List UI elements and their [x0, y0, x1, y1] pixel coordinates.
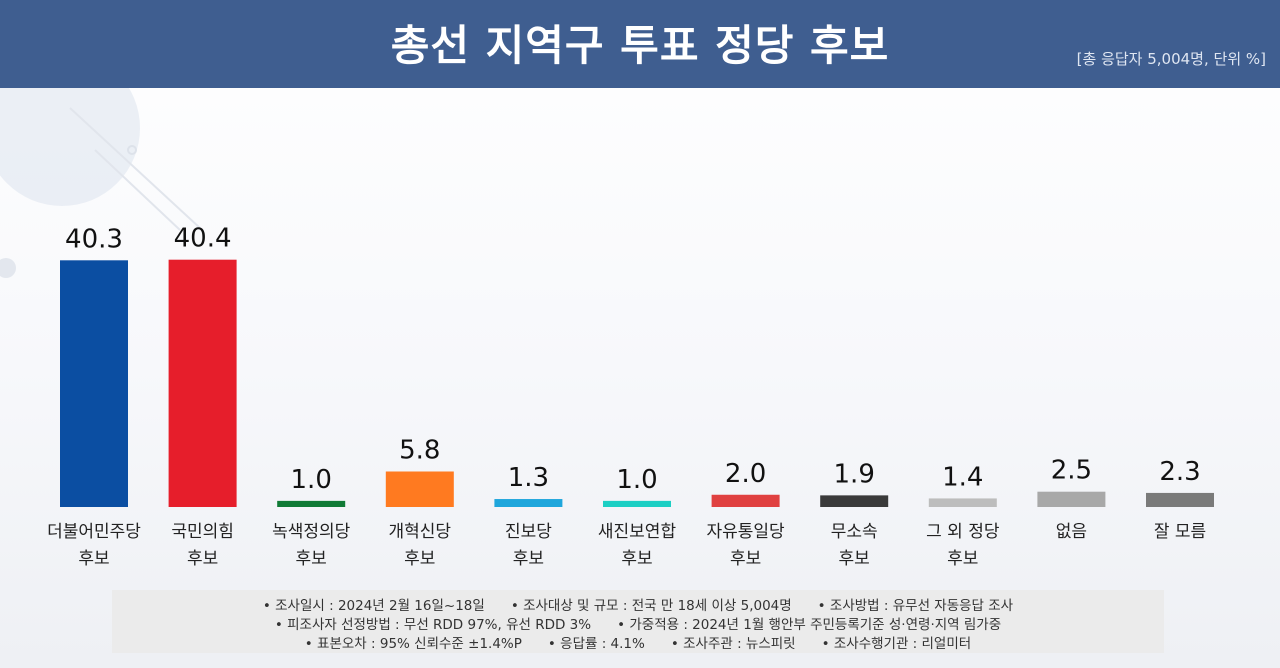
- bar: [820, 495, 889, 507]
- survey-info-box: • 조사일시 : 2024년 2월 16일~18일 • 조사대상 및 규모 : 전…: [112, 590, 1164, 653]
- bar: [385, 471, 454, 507]
- data-label: 1.0: [291, 465, 332, 495]
- category-label: 개혁신당: [389, 522, 452, 542]
- survey-info-item: • 피조사자 선정방법 : 무선 RDD 97%, 유선 RDD 3%: [274, 617, 592, 633]
- survey-info-item: • 응답률 : 4.1%: [547, 636, 645, 652]
- category-label: 무소속: [831, 522, 878, 542]
- chart-title: 총선 지역구 투표 정당 후보: [390, 21, 890, 70]
- category-label: 진보당: [505, 522, 552, 542]
- survey-info-line-1: • 조사일시 : 2024년 2월 16일~18일 • 조사대상 및 규모 : 전…: [112, 594, 1164, 614]
- data-label: 1.9: [834, 459, 875, 489]
- data-label: 1.3: [508, 463, 549, 493]
- category-label: 녹색정의당: [272, 522, 351, 542]
- category-label: 없음: [1056, 522, 1087, 542]
- survey-info-item: • 조사방법 : 유무선 자동응답 조사: [817, 598, 1014, 614]
- category-label: 후보: [621, 549, 652, 569]
- category-label: 후보: [730, 549, 761, 569]
- chart-subtitle: [총 응답자 5,004명, 단위 %]: [1076, 50, 1266, 68]
- bar: [494, 499, 563, 507]
- data-label: 2.5: [1051, 456, 1092, 486]
- survey-info-item: • 조사일시 : 2024년 2월 16일~18일: [262, 598, 485, 614]
- category-label: 잘 모름: [1154, 522, 1206, 542]
- data-label: 1.0: [616, 465, 657, 495]
- data-label: 5.8: [399, 435, 440, 465]
- data-label: 1.4: [942, 462, 983, 492]
- survey-info-item: • 표본오차 : 95% 신뢰수준 ±1.4%P: [304, 636, 522, 652]
- bar: [168, 259, 237, 507]
- category-label: 후보: [839, 549, 870, 569]
- survey-info-item: • 조사대상 및 규모 : 전국 만 18세 이상 5,004명: [510, 598, 792, 614]
- data-label: 40.3: [65, 224, 123, 254]
- category-label: 새진보연합: [598, 522, 677, 542]
- data-label: 2.0: [725, 459, 766, 489]
- bar: [277, 500, 346, 507]
- bar: [711, 494, 780, 507]
- survey-info-item: • 조사수행기관 : 리얼미터: [821, 636, 972, 652]
- category-label: 후보: [513, 549, 544, 569]
- survey-info-item: • 가중적용 : 2024년 1월 행안부 주민등록기준 성·연령·지역 림가중: [617, 617, 1002, 633]
- data-label: 2.3: [1159, 457, 1200, 487]
- survey-info-line-3: • 표본오차 : 95% 신뢰수준 ±1.4%P • 응답률 : 4.1% • 조사…: [112, 632, 1164, 652]
- category-label: 후보: [296, 549, 327, 569]
- bar: [60, 260, 128, 507]
- category-label: 후보: [187, 549, 218, 569]
- category-label: 후보: [404, 549, 435, 569]
- header-bar: 총선 지역구 투표 정당 후보 [총 응답자 5,004명, 단위 %]: [0, 0, 1280, 88]
- category-label: 자유통일당: [706, 522, 785, 542]
- bar: [1146, 492, 1214, 507]
- category-label: 그 외 정당: [926, 522, 1000, 542]
- data-label: 40.4: [174, 224, 232, 254]
- survey-info-line-2: • 피조사자 선정방법 : 무선 RDD 97%, 유선 RDD 3% • 가중적…: [112, 613, 1164, 633]
- bar: [1037, 491, 1106, 507]
- bar: [603, 500, 671, 507]
- category-label: 후보: [947, 549, 978, 569]
- survey-info-item: • 조사주관 : 뉴스피릿: [670, 636, 796, 652]
- category-label: 더불어민주당: [47, 522, 141, 542]
- category-label: 후보: [78, 549, 109, 569]
- bar: [928, 498, 997, 507]
- category-label: 국민의힘: [171, 522, 234, 542]
